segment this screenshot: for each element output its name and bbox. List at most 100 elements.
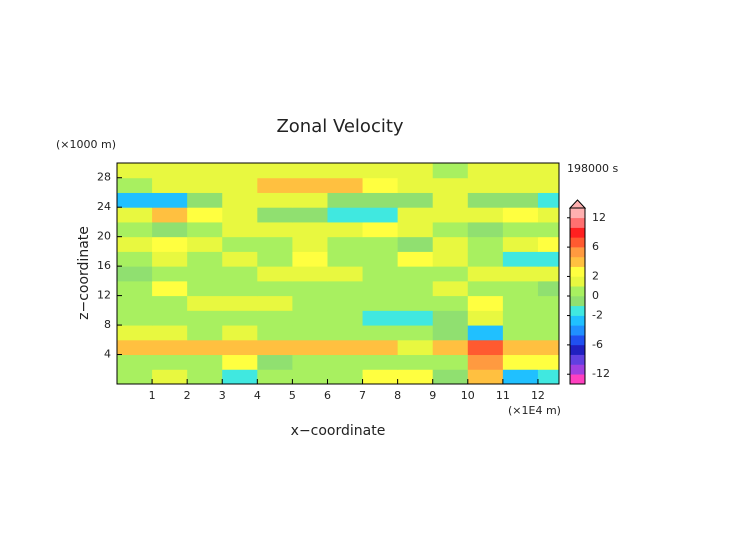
cell [292,251,328,267]
cell [222,310,258,326]
cell [257,163,293,179]
y-tick-label: 4 [104,348,111,361]
colorbar-band [570,354,585,365]
cell [432,221,469,238]
colorbar-band [570,208,585,219]
cell [257,325,293,341]
cell [327,280,364,297]
cell [327,295,364,311]
cell [187,207,223,223]
cell [537,339,560,356]
cell [397,221,434,238]
cell [432,339,469,356]
cell [432,163,469,179]
cell [292,339,328,356]
cell [362,280,399,297]
cell [327,266,364,282]
cell [537,310,560,326]
cell [467,221,504,238]
cell [152,236,188,252]
cell [292,280,328,297]
cell [292,310,328,326]
cell [432,325,469,341]
cell [537,207,560,223]
cell [432,236,469,252]
cell [467,177,504,193]
cell [467,295,504,311]
cell [397,177,434,193]
cell [537,251,560,267]
cell [292,295,328,311]
cell [222,221,258,238]
cell [117,207,153,223]
y-tick-label: 24 [97,200,111,213]
cell [432,354,469,370]
cell [187,266,223,282]
cell [502,236,539,252]
cell [152,369,188,385]
cell [537,221,560,238]
cell [117,266,153,282]
x-tick-label: 6 [324,389,331,402]
cell [397,192,434,208]
cell [187,339,223,356]
cell [362,251,399,267]
cell [257,207,293,223]
cell [292,266,328,282]
colorbar-band [570,256,585,267]
cell [467,207,504,223]
cell [327,236,364,252]
cell [467,266,504,282]
cell [397,310,434,326]
x-tick-label: 1 [149,389,156,402]
cell [117,280,153,297]
cell [397,236,434,252]
colorbar-band [570,247,585,258]
cell [467,280,504,297]
colorbar-band [570,217,585,228]
cell [537,177,560,193]
cell [327,163,364,179]
cell [292,163,328,179]
cell [362,354,399,370]
cell [362,236,399,252]
cell [432,280,469,297]
cell [397,325,434,341]
cell [397,339,434,356]
cell [362,192,399,208]
cell [222,236,258,252]
cell [152,280,188,297]
cell [502,280,539,297]
cell [187,310,223,326]
cell [327,369,364,385]
cell [222,266,258,282]
cell [257,221,293,238]
cell [327,207,364,223]
colorbar-band [570,374,585,385]
cell [152,192,188,208]
cell [537,295,560,311]
cell [502,354,539,370]
x-axis-label: x−coordinate [291,423,386,439]
cell [432,177,469,193]
cell [117,325,153,341]
time-label: 198000 s [567,162,618,175]
cell [502,177,539,193]
cell [397,369,434,385]
cell [362,369,399,385]
cell [467,354,504,370]
cell [502,192,539,208]
cell [222,207,258,223]
cell [327,339,364,356]
cell [152,325,188,341]
cell [327,251,364,267]
cell [432,369,469,385]
cell [222,163,258,179]
colorbar-tick-label: 2 [592,269,599,282]
cell [432,192,469,208]
cell [187,236,223,252]
cell [502,207,539,223]
x-tick-label: 9 [429,389,436,402]
cell [222,295,258,311]
x-tick-label: 12 [531,389,545,402]
